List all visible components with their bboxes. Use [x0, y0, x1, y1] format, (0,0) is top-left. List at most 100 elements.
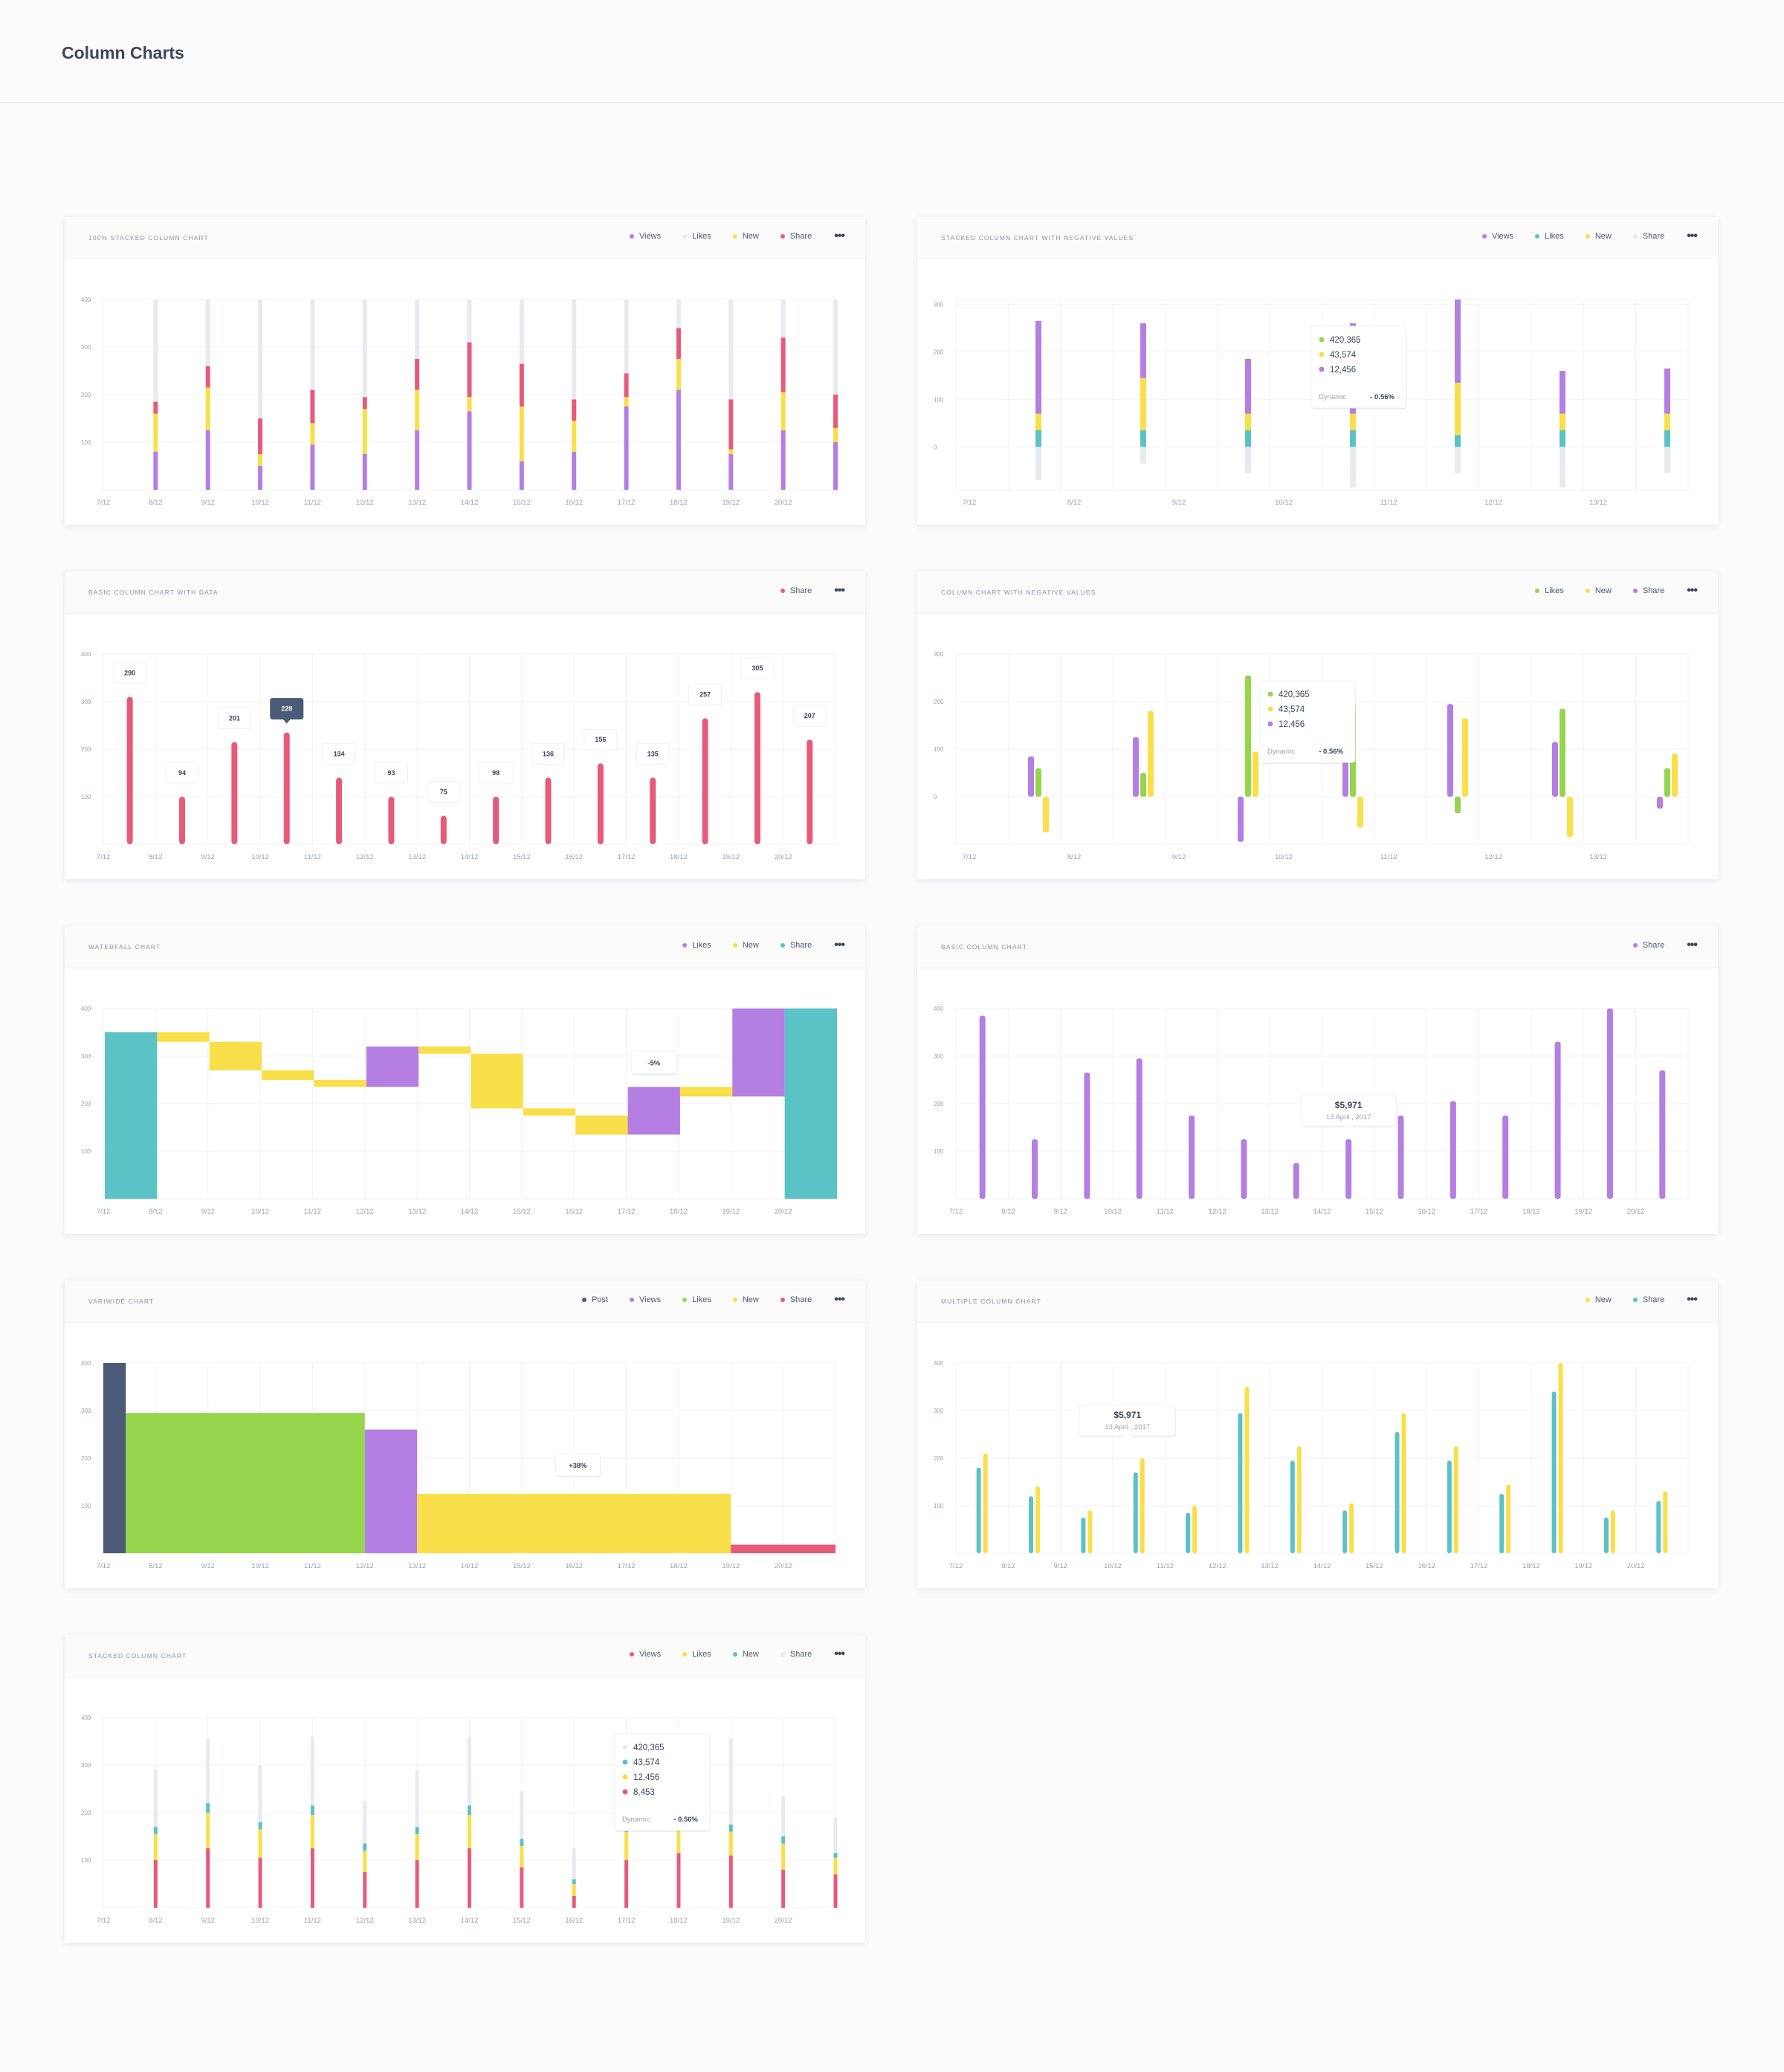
bar-share[interactable] [1133, 1472, 1138, 1553]
bar-new[interactable] [833, 427, 838, 442]
bar-share[interactable] [1035, 447, 1041, 481]
bar-likes[interactable] [310, 1815, 314, 1848]
bar-new[interactable] [1043, 797, 1049, 832]
bar-new[interactable] [1140, 1458, 1145, 1553]
bar-new[interactable] [1401, 1413, 1406, 1553]
bar-share[interactable] [597, 763, 604, 844]
bar-likes[interactable] [572, 300, 577, 400]
bar-share[interactable] [468, 1736, 471, 1806]
bar-share[interactable] [1133, 737, 1139, 797]
legend-item-new[interactable]: New [732, 1295, 759, 1304]
bar-share[interactable] [650, 777, 656, 844]
bar-share[interactable] [976, 1467, 981, 1553]
bar-likes[interactable] [363, 1851, 367, 1872]
bar-new[interactable] [520, 1839, 524, 1846]
bar-share[interactable] [1656, 1500, 1661, 1553]
variwide-bar-share[interactable] [731, 1544, 836, 1553]
bar-share[interactable] [1499, 1494, 1505, 1553]
bar-new[interactable] [1035, 413, 1041, 430]
bar-share[interactable] [1290, 1460, 1295, 1553]
bar-new[interactable] [467, 397, 472, 412]
more-options-icon[interactable]: ••• [834, 230, 845, 242]
bar-new[interactable] [572, 1879, 576, 1884]
bar-share[interactable] [1189, 1116, 1195, 1199]
legend-item-likes[interactable]: Likes [682, 232, 711, 241]
legend-item-new[interactable]: New [732, 232, 759, 241]
bar-views[interactable] [467, 411, 472, 490]
bar-new[interactable] [206, 1803, 210, 1813]
bar-likes[interactable] [728, 1831, 733, 1856]
waterfall-bar-share[interactable] [784, 1009, 837, 1199]
bar-new[interactable] [1663, 1491, 1668, 1553]
bar-share[interactable] [979, 1015, 986, 1199]
bar-likes[interactable] [1664, 768, 1670, 797]
bar-new[interactable] [983, 1453, 988, 1553]
legend-item-likes[interactable]: Likes [682, 1295, 711, 1304]
bar-share[interactable] [1032, 1139, 1038, 1199]
bar-share[interactable] [231, 742, 238, 844]
bar-share[interactable] [1238, 797, 1244, 842]
bar-share[interactable] [283, 732, 290, 844]
bar-new[interactable] [258, 454, 263, 466]
bar-share[interactable] [754, 692, 760, 844]
bar-likes[interactable] [1245, 675, 1251, 797]
bar-likes[interactable] [833, 300, 838, 395]
bar-views[interactable] [833, 442, 838, 490]
bar-views[interactable] [415, 1860, 419, 1908]
more-options-icon[interactable]: ••• [1687, 1293, 1698, 1306]
bar-likes[interactable] [1560, 708, 1565, 797]
legend-item-likes[interactable]: Likes [1535, 232, 1564, 241]
bar-share[interactable] [1657, 797, 1663, 809]
bar-share[interactable] [440, 815, 447, 844]
legend-item-views[interactable]: Views [629, 232, 661, 241]
bar-share[interactable] [126, 696, 133, 844]
bar-likes[interactable] [676, 300, 681, 328]
bar-new[interactable] [1350, 413, 1356, 430]
bar-share[interactable] [1081, 1518, 1086, 1553]
bar-likes[interactable] [1350, 430, 1356, 447]
bar-views[interactable] [572, 1896, 576, 1908]
bar-new[interactable] [1506, 1484, 1511, 1553]
legend-item-share[interactable]: Share [780, 1650, 812, 1659]
bar-likes[interactable] [624, 300, 629, 374]
bar-new[interactable] [1610, 1510, 1615, 1553]
bar-views[interactable] [258, 1857, 262, 1908]
bar-share[interactable] [1659, 1070, 1666, 1199]
bar-share[interactable] [1664, 447, 1670, 473]
bar-new[interactable] [468, 1805, 471, 1816]
legend-item-new[interactable]: New [1585, 1295, 1612, 1304]
legend-item-share[interactable]: Share [1632, 1295, 1664, 1304]
bar-views[interactable] [468, 1848, 471, 1908]
legend-item-share[interactable]: Share [780, 941, 812, 950]
bar-new[interactable] [1560, 413, 1565, 430]
bar-likes[interactable] [780, 300, 786, 338]
bar-new[interactable] [676, 359, 681, 390]
legend-item-likes[interactable]: Likes [682, 941, 711, 950]
bar-new[interactable] [1253, 751, 1258, 797]
bar-new[interactable] [415, 389, 420, 430]
bar-new[interactable] [1140, 378, 1146, 430]
bar-likes[interactable] [1140, 430, 1146, 447]
bar-share[interactable] [781, 1796, 786, 1836]
bar-views[interactable] [833, 1874, 838, 1908]
bar-likes[interactable] [415, 1833, 419, 1860]
bar-share[interactable] [519, 363, 524, 407]
legend-item-views[interactable]: Views [1481, 232, 1513, 241]
bar-views[interactable] [363, 1872, 367, 1908]
bar-likes[interactable] [1455, 797, 1461, 814]
bar-new[interactable] [572, 421, 577, 452]
bar-share[interactable] [520, 1791, 524, 1839]
waterfall-bar-new[interactable] [209, 1041, 262, 1071]
bar-likes[interactable] [205, 300, 210, 366]
bar-new[interactable] [1664, 413, 1670, 430]
more-options-icon[interactable]: ••• [834, 584, 845, 597]
bar-views[interactable] [781, 1869, 786, 1908]
bar-new[interactable] [1567, 797, 1573, 838]
waterfall-bar-new[interactable] [418, 1046, 471, 1054]
bar-new[interactable] [258, 1822, 262, 1830]
bar-likes[interactable] [833, 1857, 838, 1875]
bar-new[interactable] [153, 413, 158, 452]
legend-item-new[interactable]: New [1585, 586, 1612, 595]
bar-likes[interactable] [781, 1843, 786, 1870]
bar-likes[interactable] [467, 300, 472, 343]
